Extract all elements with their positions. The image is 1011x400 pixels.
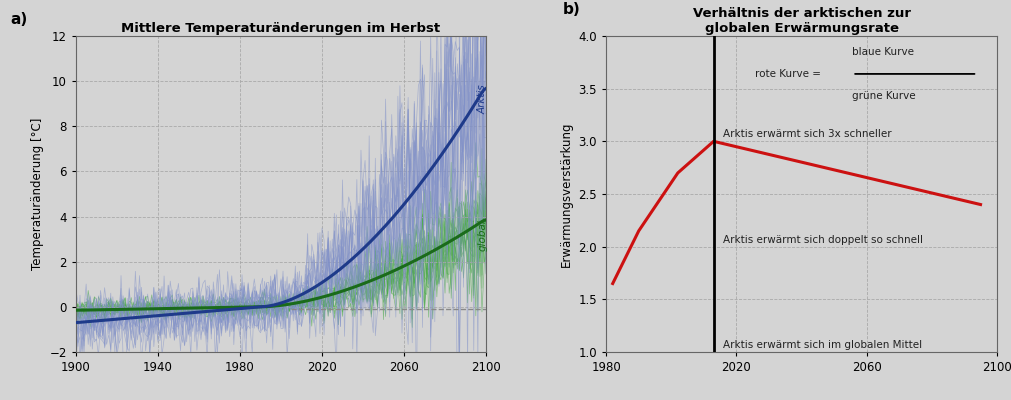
Text: Arktis erwärmt sich im globalen Mittel: Arktis erwärmt sich im globalen Mittel bbox=[723, 340, 922, 350]
Y-axis label: Temperaturänderung [°C]: Temperaturänderung [°C] bbox=[31, 118, 43, 270]
Text: blaue Kurve: blaue Kurve bbox=[851, 46, 913, 56]
Title: Mittlere Temperaturänderungen im Herbst: Mittlere Temperaturänderungen im Herbst bbox=[121, 22, 440, 35]
Text: Arktis erwärmt sich 3x schneller: Arktis erwärmt sich 3x schneller bbox=[723, 129, 891, 139]
Text: global: global bbox=[477, 219, 487, 250]
Text: b): b) bbox=[563, 2, 580, 17]
Text: Arktis: Arktis bbox=[477, 84, 487, 114]
Y-axis label: Erwärmungsverstärkung: Erwärmungsverstärkung bbox=[559, 121, 572, 267]
Text: Arktis erwärmt sich doppelt so schnell: Arktis erwärmt sich doppelt so schnell bbox=[723, 234, 922, 244]
Text: a): a) bbox=[10, 12, 27, 27]
Title: Verhältnis der arktischen zur
globalen Erwärmungsrate: Verhältnis der arktischen zur globalen E… bbox=[692, 7, 910, 35]
Text: grüne Kurve: grüne Kurve bbox=[851, 91, 915, 101]
Text: rote Kurve =: rote Kurve = bbox=[754, 69, 823, 79]
